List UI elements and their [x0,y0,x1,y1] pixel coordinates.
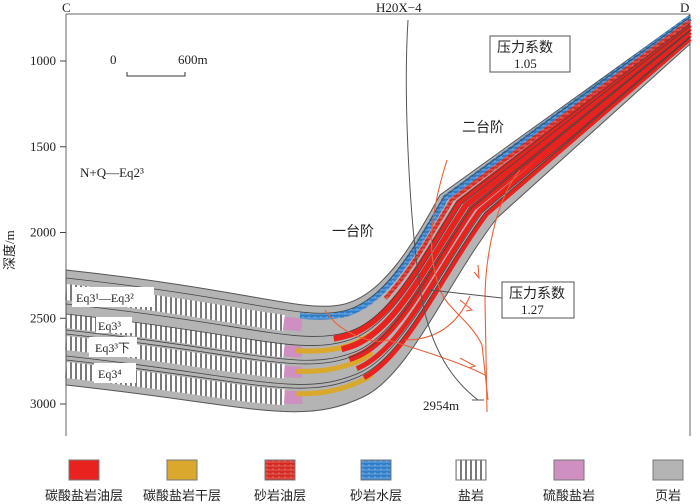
carbonate-oil-layer [330,33,692,380]
step-label-2: 二台阶 [462,120,504,136]
salt-belt [65,34,696,406]
legend-swatch [553,459,585,481]
legend-item: 碳酸盐岩干层 [143,459,221,503]
pressure-box-1: 压力系数 1.05 [489,35,571,73]
legend-label: 页岩 [655,488,681,503]
carbonate-oil-layer [330,29,692,367]
pressure-title: 压力系数 [497,40,553,56]
fault-line [430,159,489,401]
section-end-label: D [680,0,689,15]
legend-item: 硫酸盐岩 [543,459,595,503]
legend-item: 盐岩 [455,459,487,503]
scale-bar: 0 600m [110,52,208,77]
overburden-label: N+Q—Eq2³ [80,165,144,180]
legend-label: 硫酸盐岩 [543,488,595,503]
scale-end: 600m [178,52,208,67]
legend-swatch [360,459,392,481]
legend-label: 碳酸盐岩干层 [143,488,221,503]
y-tick-label: 1500 [30,139,56,154]
carbonate-dry-layer [65,37,692,397]
stratum-boundary [65,30,691,365]
sandstone-oil-layer [330,19,692,329]
stratum-boundary [65,37,691,389]
sulfate-belt [65,15,694,333]
layer-labels: Eq3¹—Eq3² Eq3³ Eq3³下 Eq3⁴ [72,287,154,383]
salt-belt [65,28,695,380]
fault-arrow [459,357,477,369]
pressure-title: 压力系数 [509,286,565,302]
legend-swatch [68,459,100,481]
y-tick-label: 3000 [30,396,56,411]
legend-item: 砂岩水层 [350,459,402,503]
faults [324,159,521,413]
scale-start: 0 [110,52,117,67]
carbonate-oil-layer [330,36,692,392]
pressure-value: 1.27 [521,302,544,317]
legend-item: 碳酸盐岩油层 [45,459,123,503]
pressure-value: 1.05 [514,56,537,71]
fault-line [404,295,471,341]
legend-swatch [264,459,296,481]
legend-swatch [166,459,198,481]
stratum-boundary [65,16,691,314]
stratum-boundary [65,29,691,361]
legend: 碳酸盐岩油层 碳酸盐岩干层 砂岩油层 砂岩水层 盐岩 硫酸盐岩 页岩 [45,459,684,503]
y-ticks: 1000 1500 2000 2500 3000 [30,53,66,411]
layer-label: Eq3³下 [95,341,130,355]
legend-swatch [455,459,487,481]
legend-swatch [652,459,684,481]
salt-layer [65,28,695,380]
well-label: H20X−4 [376,0,422,15]
y-tick-label: 1000 [30,53,56,68]
y-tick-label: 2500 [30,310,56,325]
carbonate-oil-layer [330,22,692,343]
sandstone-water-layer [300,15,692,320]
fault-arrow [473,264,480,280]
y-axis-label: 深度/m [2,230,17,270]
legend-label: 砂岩油层 [254,488,306,503]
fault-line [484,169,521,413]
legend-label: 碳酸盐岩油层 [45,488,123,503]
legend-label: 盐岩 [458,488,484,503]
carbonate-dry-layer [65,31,692,374]
layer-label: Eq3⁴ [98,367,122,381]
stratum-boundary [65,23,691,337]
pressure-box-2: 压力系数 1.27 [501,281,575,319]
step-label-1: 一台阶 [332,224,374,240]
well-trajectory [405,19,479,401]
pressure-leader [429,289,503,299]
stratum-boundary [65,36,691,385]
salt-layer [65,34,696,406]
legend-item: 砂岩油层 [254,459,306,503]
well-depth-label: 2954m [423,398,459,413]
y-tick-label: 2000 [30,225,56,240]
legend-item: 页岩 [652,459,684,503]
salt-belt [65,14,695,334]
carbonate-oil-layer [330,25,692,355]
fault-arrow [459,299,474,312]
stratum-boundary [65,25,691,346]
strata [65,14,696,413]
legend-label: 砂岩水层 [350,488,402,503]
salt-layer [65,22,695,359]
fault-line [324,309,488,377]
layer-label: Eq3³ [98,319,121,333]
salt-belt [65,22,695,359]
salt-layer [65,14,695,334]
section-start-label: C [62,0,71,15]
layer-label: Eq3¹—Eq3² [76,291,134,305]
